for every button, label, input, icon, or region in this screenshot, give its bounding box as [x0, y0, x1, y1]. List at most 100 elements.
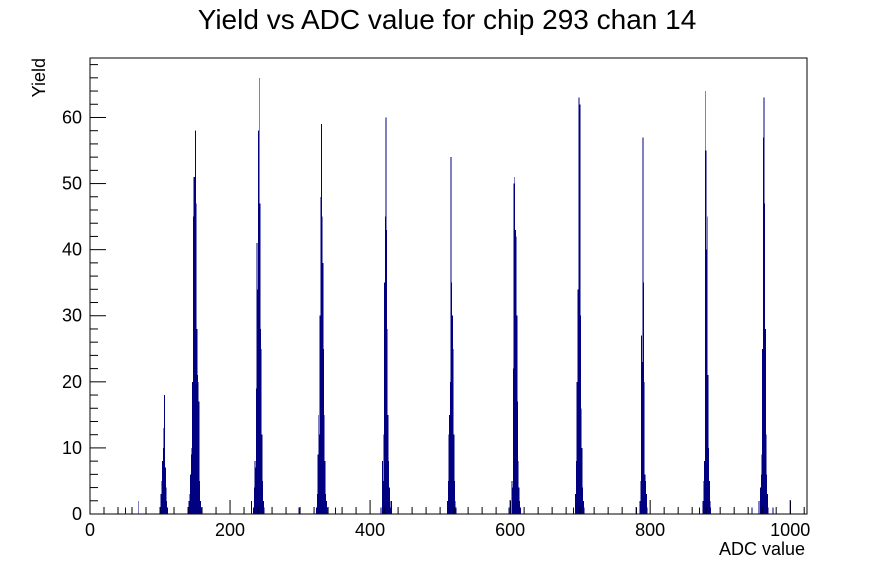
histogram-bin-bar: [382, 480, 384, 514]
histogram-bin-bar: [195, 130, 196, 514]
histogram-bin-bar: [167, 507, 168, 514]
histogram-bin-bar: [762, 137, 764, 515]
histogram-bin-bar: [316, 507, 318, 514]
histogram-bin-bar: [389, 500, 391, 514]
histogram-bin-bar: [298, 507, 300, 514]
histogram-bin-bar: [257, 289, 259, 514]
histogram-bin-bar: [450, 157, 452, 514]
histogram-bin-bar: [384, 216, 386, 515]
histogram-bin-bar: [644, 474, 646, 514]
histogram-bin-bar: [200, 507, 202, 514]
histogram-bin-bar: [575, 461, 577, 514]
y-tick-label: 30: [62, 306, 82, 326]
histogram-bin-bar: [762, 348, 764, 514]
histogram-bin-bar: [162, 461, 163, 514]
histogram-bin-bar: [325, 500, 327, 514]
histogram-bin-bar: [580, 315, 581, 514]
histogram-bin-bar: [251, 500, 252, 514]
histogram-bin-bar: [573, 507, 574, 514]
histogram-bin-bar: [323, 414, 325, 514]
x-tick-label: 400: [355, 520, 385, 540]
histogram-bin-bar: [452, 315, 453, 514]
histogram-bin-bar: [577, 289, 579, 514]
histogram-bin-bar: [640, 480, 642, 514]
histogram-bin-bar: [164, 395, 166, 514]
y-tick-label: 40: [62, 240, 82, 260]
x-tick-label: 1000: [770, 520, 810, 540]
histogram-bin-bar: [578, 97, 580, 515]
histogram-bin-bar: [191, 447, 193, 514]
histogram-bin-bar: [325, 494, 327, 514]
histogram-bin-bar: [321, 124, 322, 514]
histogram-bin-bar: [706, 216, 708, 515]
histogram-bin-bar: [708, 447, 710, 514]
histogram-bin-bar: [253, 487, 255, 514]
histogram-bin-bar: [138, 500, 140, 514]
histogram-bin-bar: [388, 487, 390, 514]
histogram-bin-bar: [512, 487, 514, 514]
histogram-bin-bar: [447, 480, 449, 514]
histogram-bin-bar: [166, 500, 168, 514]
histogram-bin-bar: [646, 507, 648, 514]
histogram-bin-bar: [324, 461, 326, 514]
histogram-bin-bar: [699, 507, 701, 514]
histogram-bin-bar: [706, 249, 708, 514]
histogram-bin-bar: [192, 216, 194, 515]
histogram-bin-bar: [320, 196, 322, 514]
histogram-bin-bar: [322, 262, 324, 514]
y-tick-label: 20: [62, 372, 82, 392]
histogram-bin-bar: [192, 381, 194, 514]
histogram-bin-bar: [385, 117, 387, 514]
histogram-bin-bar: [165, 487, 167, 514]
y-tick-label: 0: [72, 504, 82, 524]
histogram-bin-bar: [318, 434, 320, 514]
histogram-bin-bar: [576, 381, 578, 514]
histogram-bin-bar: [255, 467, 257, 514]
histogram-bin-bar: [189, 494, 191, 514]
histogram-bin-bar: [516, 315, 518, 514]
histogram-bin-bar: [705, 150, 707, 514]
histogram-bin-bar: [511, 480, 513, 514]
y-tick-label: 60: [62, 107, 82, 127]
histogram-bin-bar: [319, 315, 321, 514]
histogram-bin-bar: [386, 328, 388, 514]
x-axis-title: ADC value: [719, 539, 805, 559]
histogram-bin-bar: [380, 507, 382, 514]
histogram-bin-bar: [253, 507, 254, 514]
y-axis-ticks: 0 10 20 30 40 50 60: [62, 64, 106, 524]
y-tick-label: 50: [62, 174, 82, 194]
histogram-bin-bar: [760, 487, 761, 514]
histogram-bin-bar: [258, 130, 259, 514]
histogram-bin-bar: [583, 507, 585, 514]
histogram-bin-bar: [391, 500, 392, 514]
histogram-bin-bar: [383, 434, 385, 514]
histogram-bin-bar: [190, 454, 192, 514]
histogram-bin-bar: [390, 507, 392, 514]
histogram-bin-bar: [256, 243, 258, 515]
histogram-bin-bar: [316, 494, 318, 514]
histogram-bin-bar: [454, 500, 456, 514]
histogram-bin-bar: [763, 97, 765, 515]
histogram-bin-bar: [575, 494, 577, 514]
x-axis-ticks: 0 200 400 600 800 1000: [85, 500, 810, 540]
histogram-bin-bar: [767, 494, 768, 514]
histogram-bin-bar: [317, 454, 319, 514]
histogram-bin-bar: [761, 474, 763, 514]
y-axis-title: Yield: [29, 58, 49, 97]
histogram-bin-bar: [125, 507, 126, 514]
histogram-bin-bar: [579, 104, 581, 514]
histogram-bin-bar: [453, 434, 455, 514]
histogram-bars: [125, 77, 792, 515]
histogram-bin-bar: [323, 348, 325, 514]
histogram-bin-bar: [190, 474, 191, 514]
histogram-bin-bar: [386, 229, 388, 514]
histogram-bin-bar: [259, 203, 261, 514]
histogram-bin-bar: [514, 176, 516, 514]
histogram-bin-bar: [387, 414, 389, 514]
x-tick-label: 600: [495, 520, 525, 540]
histogram-bin-bar: [258, 77, 260, 514]
histogram-bin-bar: [255, 388, 257, 514]
x-tick-label: 200: [215, 520, 245, 540]
